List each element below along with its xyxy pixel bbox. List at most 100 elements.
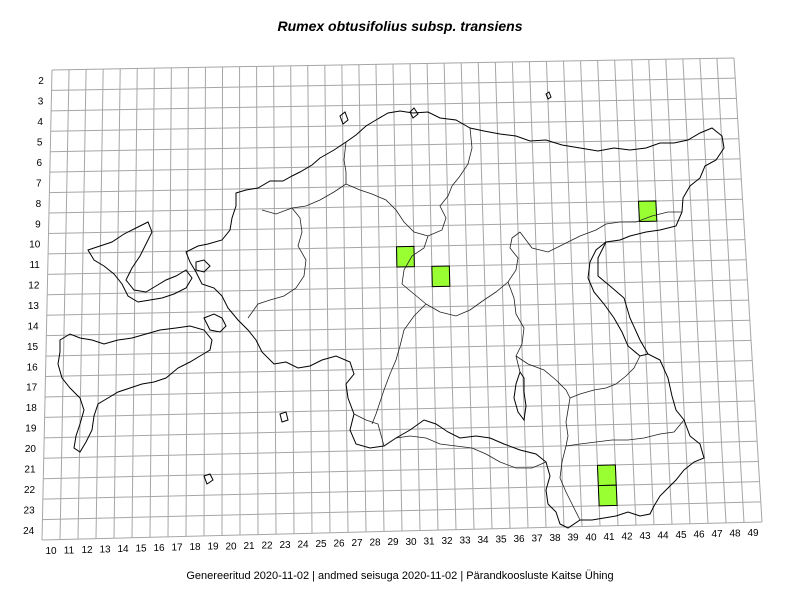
grid-column-line [665, 59, 691, 524]
grid-column-line [699, 58, 727, 523]
grid-row-line [45, 380, 754, 398]
grid-column-line [59, 69, 70, 540]
column-label: 21 [243, 541, 255, 552]
row-label: 24 [23, 526, 35, 537]
grid-lines [41, 57, 763, 541]
grid-column-line [113, 68, 121, 539]
grid-row-line [49, 158, 741, 173]
column-label: 19 [207, 542, 219, 553]
island-saaremaa [57, 325, 213, 453]
grid-column-line [324, 65, 331, 533]
row-label: 19 [25, 424, 37, 435]
grid-column-line [631, 59, 655, 525]
grid-column-line [426, 63, 439, 531]
grid-column-line [290, 65, 295, 534]
column-label: 49 [747, 528, 759, 539]
grid-row-line [44, 420, 756, 439]
row-label: 11 [29, 260, 40, 271]
occupied-square [396, 245, 415, 268]
grid-column-line [273, 66, 277, 535]
grid-column-line [528, 61, 547, 528]
row-label: 22 [24, 485, 36, 496]
column-labels: 10 11 12 13 14 15 16 17 18 19 20 21 22 23 24 25 26 27 28 29… [45, 528, 759, 557]
column-label: 15 [135, 544, 147, 555]
column-label: 45 [675, 530, 687, 541]
row-label: 13 [28, 301, 40, 312]
grid-column-line [375, 64, 385, 532]
column-label: 10 [45, 546, 57, 557]
grid-row-line [43, 460, 759, 480]
map-title: Rumex obtusifolius subsp. transiens [277, 18, 523, 34]
column-label: 36 [513, 534, 525, 545]
column-label: 17 [171, 543, 183, 554]
grid-column-line [185, 67, 189, 537]
grid-row-line [45, 339, 752, 357]
grid-column-line [307, 65, 313, 534]
grid-column-line [341, 64, 349, 533]
grid-column-line [95, 69, 104, 539]
column-label: 32 [441, 536, 453, 547]
column-label: 42 [621, 531, 633, 542]
grid-column-line [77, 69, 87, 540]
estonia-outline [57, 91, 725, 529]
grid-row-line [42, 501, 761, 521]
grid-column-line [614, 60, 637, 526]
column-label: 33 [459, 535, 471, 546]
column-label: 26 [333, 539, 345, 550]
grid-row-line [49, 178, 742, 194]
column-label: 18 [189, 542, 201, 553]
column-label: 41 [603, 532, 615, 543]
grid-row-line [43, 440, 758, 459]
column-label: 25 [315, 539, 327, 550]
row-label: 17 [26, 383, 38, 394]
grid-column-line [41, 69, 53, 541]
grid-row-line [48, 198, 743, 214]
mainland-outline [185, 110, 725, 529]
row-label: 16 [27, 362, 39, 373]
county-borders [247, 127, 685, 521]
column-label: 39 [567, 533, 579, 544]
island-prangli [409, 107, 419, 119]
lake-peipus [587, 241, 649, 357]
island-ruhnu [203, 473, 214, 485]
island-kihnu [279, 411, 289, 423]
column-label: 13 [99, 544, 111, 555]
grid-column-line [511, 61, 529, 528]
column-label: 23 [279, 540, 291, 551]
grid-column-line [682, 58, 709, 524]
column-label: 34 [477, 535, 489, 546]
grid-row-line [51, 77, 736, 91]
grid-column-line [597, 60, 619, 526]
grid-row-line [51, 97, 737, 112]
column-label: 44 [657, 530, 669, 541]
column-label: 11 [64, 545, 75, 556]
grid-column-line [648, 59, 673, 525]
island-hiiumaa [87, 221, 193, 303]
column-label: 31 [423, 536, 435, 547]
occupied-square [431, 265, 451, 288]
grid-column-line [167, 67, 172, 537]
column-label: 35 [495, 535, 507, 546]
row-label: 10 [29, 240, 41, 251]
island-naissaar [339, 111, 349, 125]
island-vaindloo [545, 91, 552, 100]
column-label: 47 [711, 529, 723, 540]
column-label: 37 [531, 534, 543, 545]
grid-column-line [443, 63, 457, 530]
row-label: 8 [36, 199, 42, 210]
grid-column-line [716, 58, 745, 523]
grid-column-line [563, 60, 583, 527]
grid-column-line [256, 66, 259, 535]
row-label: 9 [35, 219, 41, 230]
row-label: 5 [37, 138, 43, 149]
column-label: 24 [297, 539, 309, 550]
grid-row-line [47, 279, 748, 296]
column-label: 27 [351, 538, 363, 549]
occupied-square [597, 484, 618, 507]
grid-row-line [41, 521, 763, 541]
row-label: 21 [24, 464, 36, 475]
grid-row-line [51, 57, 735, 71]
grid-row-line [50, 118, 738, 132]
